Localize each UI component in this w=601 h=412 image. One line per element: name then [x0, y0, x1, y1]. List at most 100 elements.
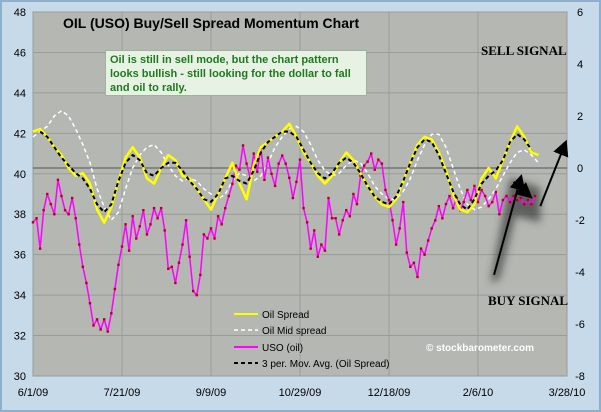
uso-point [106, 330, 109, 333]
uso-point [330, 217, 334, 220]
uso-point [419, 247, 423, 250]
uso-point [305, 221, 309, 224]
watermark: © stockbarometer.com [426, 343, 534, 354]
signal-arrow-1 [512, 181, 533, 199]
uso-point [241, 144, 245, 147]
uso-point [270, 172, 273, 175]
buy-signal-label: BUY SIGNAL [488, 293, 568, 308]
left-tick-label: 30 [14, 371, 26, 383]
uso-point [430, 227, 433, 230]
right-tick-label: 0 [577, 163, 583, 175]
uso-point [216, 215, 220, 218]
uso-point [451, 206, 455, 210]
uso-point [323, 249, 327, 252]
right-tick-label: -6 [575, 319, 585, 331]
uso-point [508, 200, 512, 204]
uso-point [159, 206, 163, 210]
uso-point [142, 208, 145, 212]
uso-point [384, 188, 387, 192]
uso-point [352, 192, 355, 196]
uso-point [405, 251, 408, 254]
uso-point [174, 281, 177, 285]
uso-point [245, 162, 248, 165]
x-tick-label: 12/18/09 [368, 387, 411, 399]
right-tick-label: 6 [577, 7, 583, 19]
uso-point [35, 217, 38, 220]
series-uso-oil [32, 144, 536, 333]
left-tick-label: 34 [14, 290, 26, 302]
right-tick-label: -2 [575, 215, 585, 227]
uso-point [434, 219, 437, 222]
uso-point [78, 243, 81, 246]
uso-point [263, 178, 266, 182]
uso-point [60, 194, 63, 198]
uso-point [152, 206, 156, 210]
uso-point [370, 152, 373, 155]
right-tick-label: -8 [575, 371, 585, 383]
uso-point [483, 194, 487, 198]
uso-point [494, 190, 497, 194]
uso-point [288, 176, 291, 180]
uso-point [70, 196, 74, 200]
uso-point [402, 200, 405, 204]
buy-zone-shadow [490, 177, 541, 283]
uso-point [498, 213, 501, 216]
uso-point [227, 194, 230, 198]
uso-point [202, 233, 206, 236]
uso-point [103, 318, 106, 321]
uso-point [113, 287, 117, 291]
right-tick-label: -4 [575, 267, 585, 279]
uso-point [366, 160, 369, 163]
uso-point [337, 233, 341, 236]
uso-point [213, 237, 216, 240]
uso-point [530, 202, 533, 206]
right-tick-label: 4 [577, 59, 583, 71]
uso-point [177, 261, 181, 264]
left-tick-label: 44 [14, 88, 26, 100]
legend-label-oil-mid-spread: Oil Mid spread [262, 326, 326, 337]
uso-point [466, 188, 469, 192]
uso-point [515, 198, 519, 202]
uso-point [277, 162, 280, 165]
uso-point [302, 206, 305, 210]
uso-point [345, 208, 348, 212]
uso-point [120, 245, 124, 248]
right-tick-label: 2 [577, 111, 583, 123]
uso-point [473, 184, 476, 188]
uso-point [526, 198, 530, 202]
uso-point [38, 247, 42, 250]
uso-point [195, 293, 198, 297]
uso-point [426, 239, 430, 242]
uso-point [234, 164, 238, 167]
series-oil-mid-spread [32, 110, 540, 221]
uso-point [327, 196, 330, 200]
uso-point [56, 178, 60, 182]
uso-point [156, 217, 159, 220]
uso-point [320, 243, 323, 246]
uso-point [95, 318, 99, 321]
uso-point [209, 227, 213, 230]
uso-point [188, 255, 191, 258]
left-tick-label: 46 [14, 47, 26, 59]
uso-point [206, 237, 209, 240]
uso-point [416, 275, 419, 279]
uso-point [409, 265, 412, 268]
legend-label-uso: USO (oil) [262, 343, 303, 354]
uso-point [99, 328, 102, 331]
uso-point [391, 219, 394, 222]
uso-point [273, 184, 277, 188]
left-tick-label: 36 [14, 250, 26, 262]
uso-point [170, 265, 174, 268]
uso-point [110, 312, 113, 315]
uso-point [298, 158, 302, 161]
uso-point [85, 281, 88, 285]
uso-point [81, 265, 85, 268]
uso-point [124, 223, 127, 226]
right-axis-ticks: -8 -6 -4 -2 0 2 4 6 [575, 7, 585, 383]
uso-point [437, 204, 441, 208]
series-3-per-mov-avg-oil-spread [39, 130, 533, 214]
x-tick-label: 9/9/09 [196, 387, 227, 399]
uso-point [501, 198, 505, 202]
uso-point [462, 200, 465, 204]
uso-point [49, 202, 52, 206]
